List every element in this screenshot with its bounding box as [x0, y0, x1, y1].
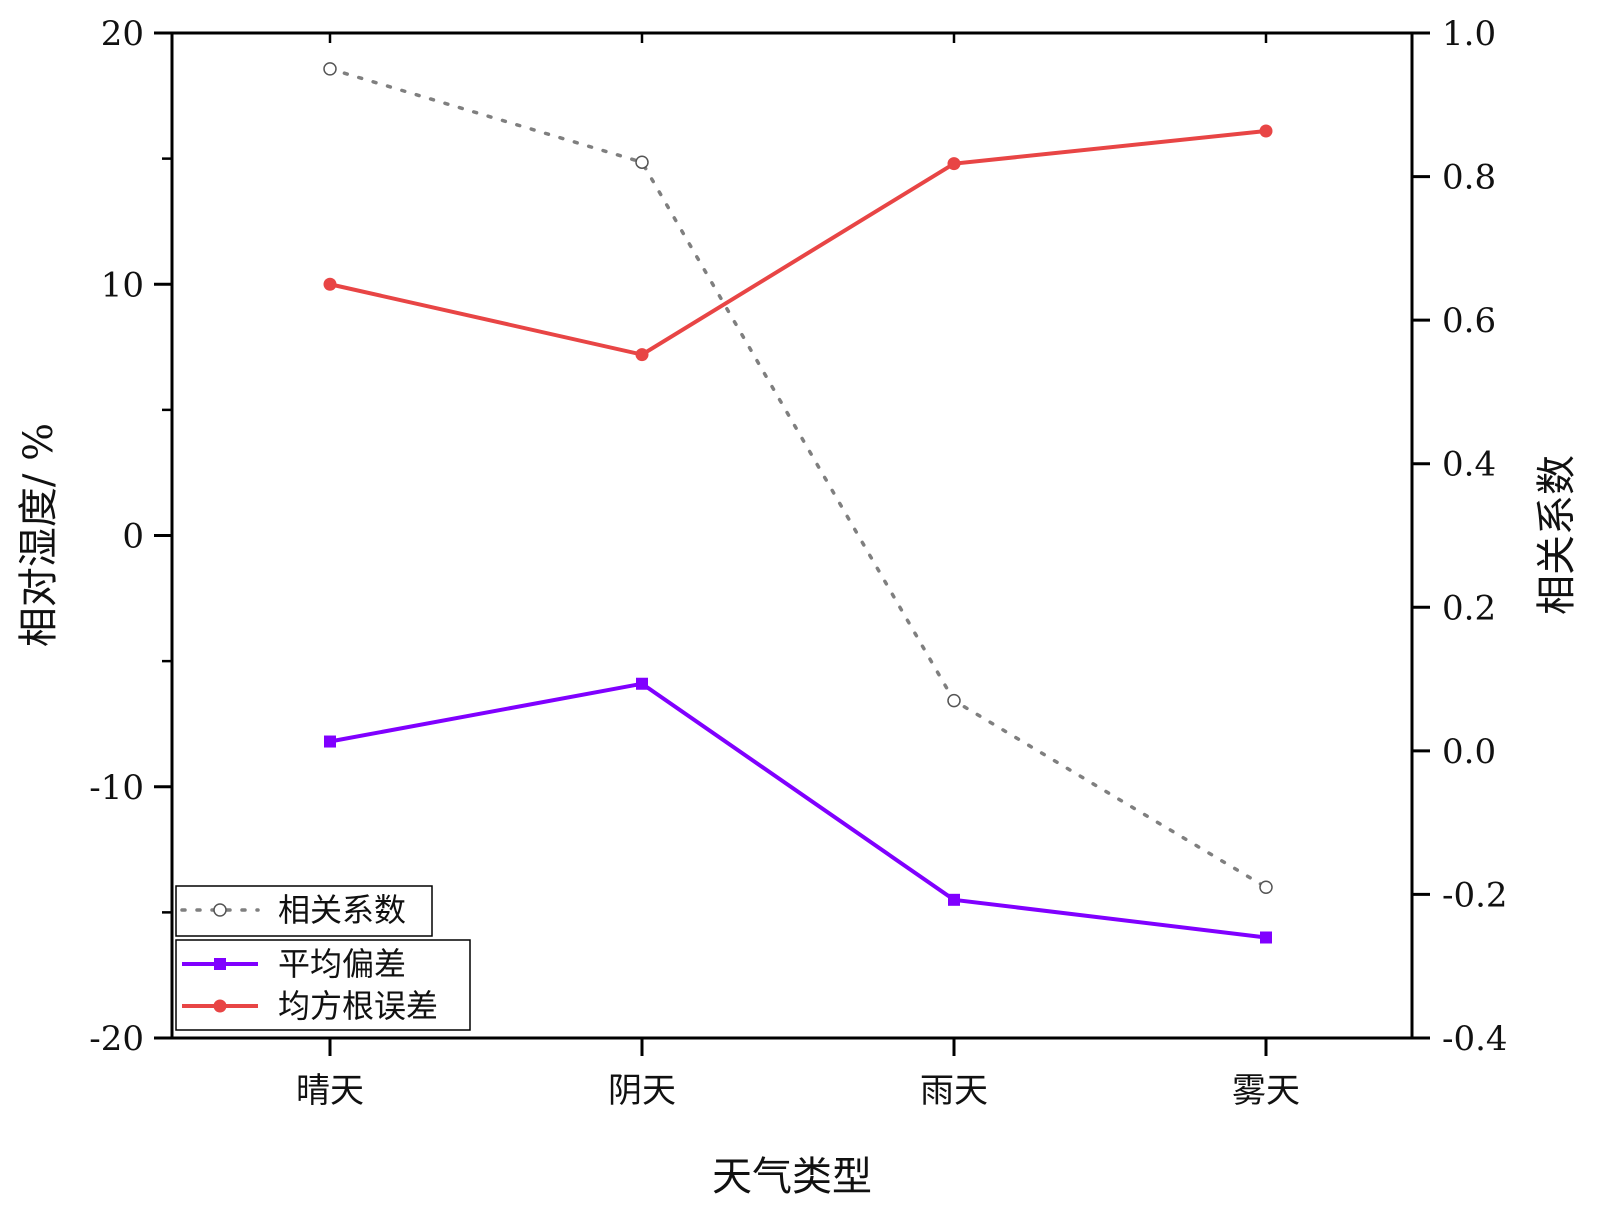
right-tick-label: -0.4	[1442, 1019, 1508, 1059]
x-tick-label: 雾天	[1232, 1071, 1300, 1111]
x-tick-label: 雨天	[920, 1071, 988, 1111]
point-1	[635, 155, 649, 169]
right-tick-label: 1.0	[1442, 14, 1496, 54]
series-0	[323, 62, 1273, 894]
legend-label: 相关系数	[278, 891, 406, 929]
x-tick-label: 阴天	[608, 1071, 676, 1111]
point-0	[323, 277, 337, 291]
legend-frame	[175, 939, 471, 1031]
right-tick-label: 0.6	[1442, 301, 1496, 341]
point-1	[636, 677, 648, 690]
series-line	[329, 128, 1267, 357]
point-legend	[213, 999, 227, 1013]
right-tick-label: 0.8	[1442, 158, 1496, 198]
series-layer	[323, 62, 1273, 944]
point-3	[1259, 880, 1273, 894]
left-tick-label: -10	[89, 768, 144, 808]
right-tick-label: 0.0	[1442, 732, 1496, 772]
point-legend	[213, 903, 227, 917]
x-axis-title: 天气类型	[712, 1154, 872, 1200]
right-tick-label: 0.4	[1442, 445, 1496, 485]
right-tick-label: -0.2	[1442, 875, 1508, 915]
point-2	[947, 693, 961, 708]
x-tick-label: 晴天	[296, 1071, 364, 1111]
series-2	[323, 124, 1273, 362]
right-axis-title: 相关系数	[1534, 455, 1580, 615]
left-tick-label: -20	[89, 1019, 144, 1059]
point-1	[635, 348, 649, 362]
point-2	[948, 893, 960, 906]
point-legend	[214, 958, 226, 970]
legend-item: 相关系数	[180, 891, 406, 929]
point-3	[1260, 931, 1272, 944]
left-tick-label: 0	[122, 517, 144, 557]
point-3	[1259, 124, 1273, 138]
left-axis-title: 相对湿度/ %	[16, 423, 62, 647]
legend-label: 平均偏差	[278, 945, 406, 983]
right-tick-label: 0.2	[1442, 588, 1496, 628]
left-tick-label: 20	[101, 14, 144, 54]
x-axis-ticks: 晴天 阴天 雨天 雾天	[296, 33, 1300, 1111]
legend-item: 平均偏差	[182, 945, 406, 983]
legend-box: 相关系数	[175, 885, 433, 937]
legend-label: 均方根误差	[278, 987, 438, 1025]
left-tick-label: 10	[101, 265, 144, 305]
point-0	[323, 62, 337, 76]
point-0	[324, 735, 336, 748]
series-line	[328, 67, 1268, 889]
point-2	[947, 157, 961, 171]
right-axis-ticks: 1.0 0.8 0.6 0.4 0.2 0.0 -0.2 -0.4	[1412, 14, 1508, 1059]
left-axis-ticks: 20 10 0 -10 -20	[89, 14, 172, 1059]
series-line	[329, 681, 1267, 940]
legend-item: 均方根误差	[182, 987, 438, 1025]
series-1	[324, 677, 1272, 944]
